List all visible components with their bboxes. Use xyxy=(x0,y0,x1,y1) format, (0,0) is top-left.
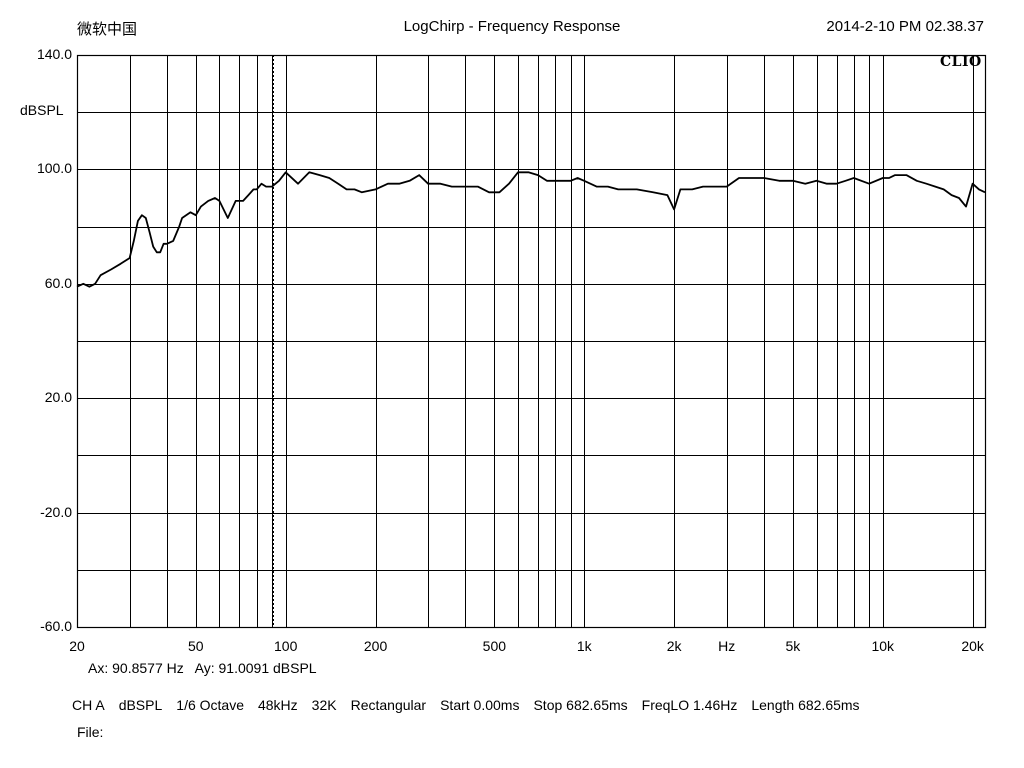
y-tick-label: -20.0 xyxy=(40,503,72,520)
setting-item: 1/6 Octave xyxy=(176,697,244,713)
x-axis-unit-label: Hz xyxy=(718,638,736,654)
x-tick-label: 5k xyxy=(785,638,801,654)
y-tick-label: 60.0 xyxy=(44,274,72,291)
setting-item: Start 0.00ms xyxy=(440,697,520,713)
x-tick-label: 20 xyxy=(69,638,85,654)
setting-item: FreqLO 1.46Hz xyxy=(641,697,738,713)
x-tick-label: 20k xyxy=(961,638,984,654)
timestamp: 2014-2-10 PM 02.38.37 xyxy=(826,18,984,35)
setting-item: Rectangular xyxy=(350,697,427,713)
setting-item: 32K xyxy=(311,697,337,713)
x-tick-label: 50 xyxy=(188,638,204,654)
cursor-readout: Ax: 90.8577 Hz Ay: 91.0091 dBSPL xyxy=(88,660,317,676)
y-tick-label: -60.0 xyxy=(40,618,72,634)
setting-item: Stop 682.65ms xyxy=(533,697,628,713)
y-tick-label: 140.0 xyxy=(36,46,72,62)
measurement-settings: CH A dBSPL 1/6 Octave 48kHz 32K Rectangular St… xyxy=(72,697,874,713)
cursor-ax-label: Ax: 90.8577 Hz xyxy=(88,660,184,676)
y-tick-label: 20.0 xyxy=(44,389,72,406)
setting-item: 48kHz xyxy=(257,697,298,713)
cursor-ay-label: Ay: 91.0091 dBSPL xyxy=(194,660,317,676)
header-left-label: 微软中国 xyxy=(77,21,138,38)
x-tick-label: 2k xyxy=(666,638,682,654)
x-tick-label: 100 xyxy=(273,638,298,654)
x-tick-label: 10k xyxy=(871,638,895,654)
x-tick-label: 500 xyxy=(482,638,507,654)
response-curve xyxy=(76,171,986,288)
x-tick-label: 1k xyxy=(576,638,592,654)
file-label: File: xyxy=(77,724,104,740)
y-axis-label: dBSPL xyxy=(20,102,64,118)
x-tick-label: 200 xyxy=(363,638,388,654)
chart-title: LogChirp - Frequency Response xyxy=(403,18,621,35)
setting-item: Length 682.65ms xyxy=(751,697,860,713)
setting-item: dBSPL xyxy=(118,697,163,713)
plot-frame xyxy=(76,54,987,629)
setting-item: CH A xyxy=(72,697,105,713)
clio-logo: CLIO xyxy=(940,54,982,70)
y-tick-label: 100.0 xyxy=(36,160,72,177)
